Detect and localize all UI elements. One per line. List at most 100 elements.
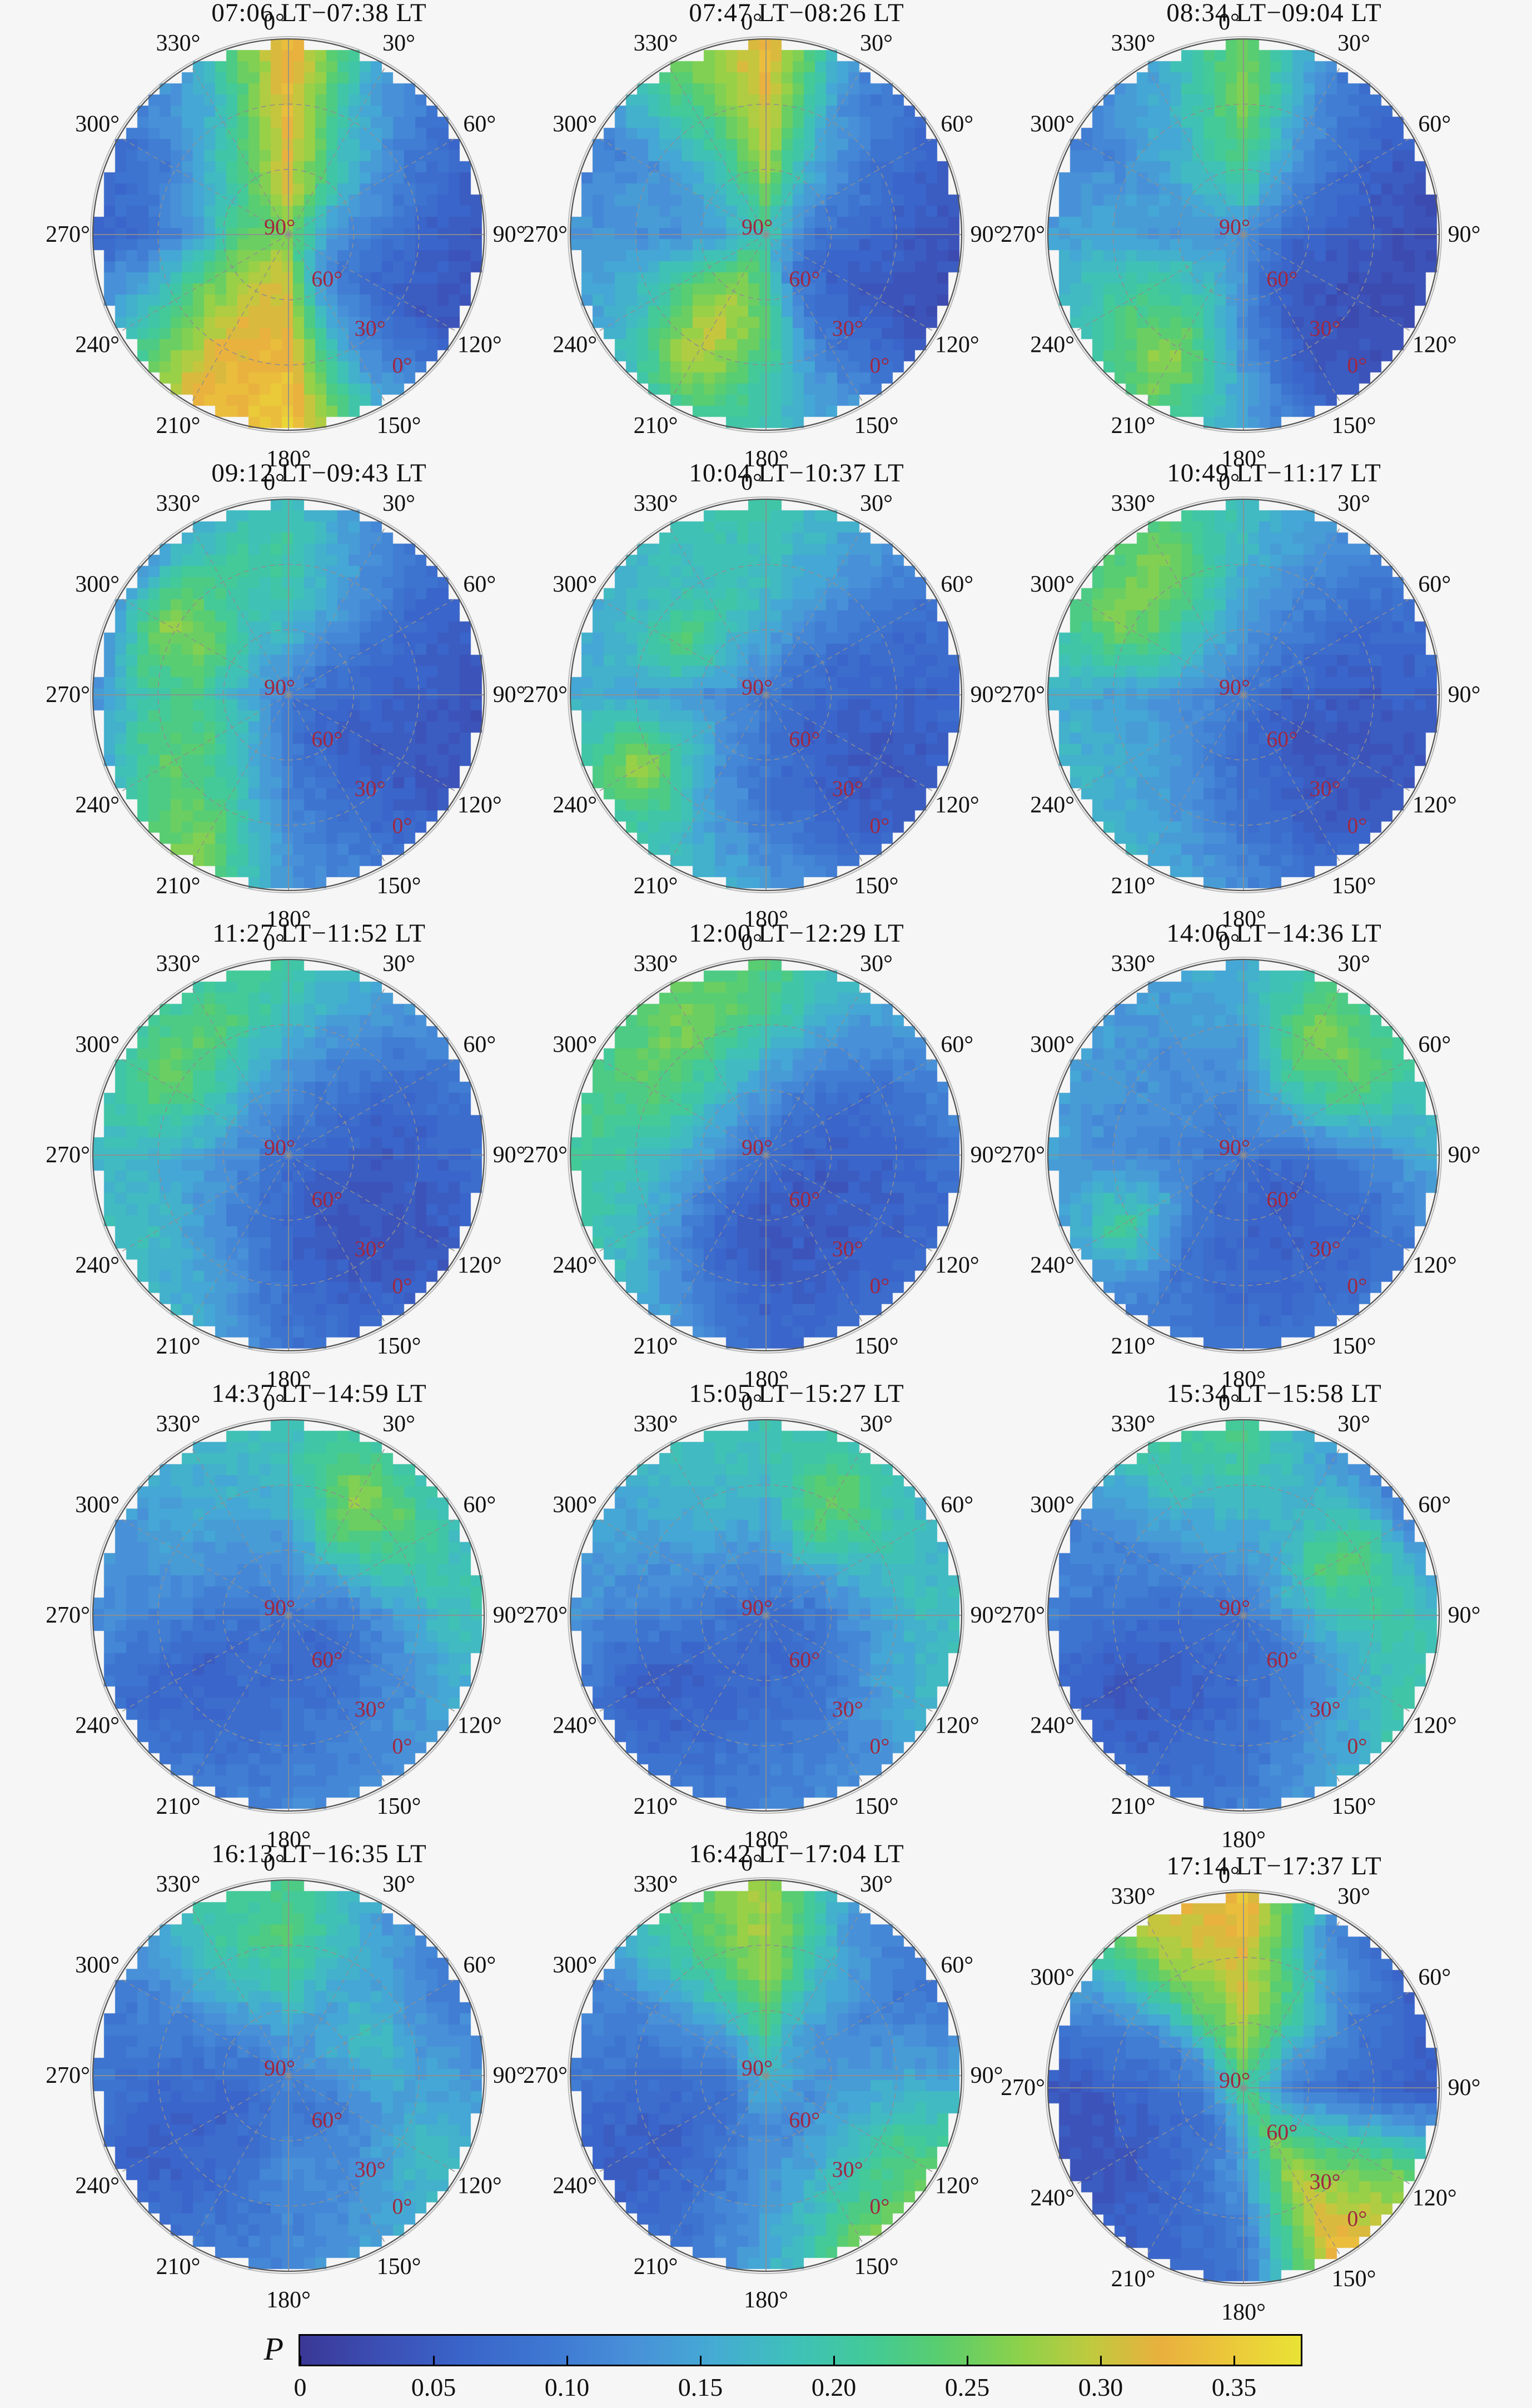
polar-spoke-210 — [1145, 234, 1244, 405]
elevation-ring-30 — [1112, 1957, 1375, 2219]
outer-circle-halo — [90, 1417, 487, 1814]
polar-grid-overlay: 0°30°60°90°120°150°180°210°240°270°300°3… — [46, 9, 525, 472]
azimuth-label-180: 180° — [266, 1827, 311, 1853]
polar-spoke-30 — [288, 64, 387, 235]
elevation-ring-30 — [1112, 103, 1375, 366]
azimuth-label-180: 180° — [266, 907, 311, 932]
azimuth-label-180: 180° — [1221, 1827, 1266, 1853]
polar-spoke-120 — [288, 1615, 459, 1714]
azimuth-label-0: 0° — [741, 1390, 762, 1416]
elevation-ring-30 — [1112, 564, 1375, 826]
plot-title: 09:12 LT−09:43 LT — [211, 459, 427, 487]
azimuth-label-210: 210° — [634, 413, 678, 439]
azimuth-label-210: 210° — [156, 1334, 201, 1359]
azimuth-label-0: 0° — [741, 470, 762, 495]
polar-spoke-240 — [596, 234, 767, 333]
azimuth-label-150: 150° — [1332, 2266, 1376, 2292]
azimuth-label-150: 150° — [377, 2254, 421, 2280]
polar-spoke-330 — [668, 1905, 767, 2076]
azimuth-label-180: 180° — [744, 907, 788, 932]
azimuth-label-300: 300° — [75, 1953, 120, 1978]
colorbar-tick-mark — [1100, 2356, 1102, 2365]
outer-circle — [1047, 1891, 1440, 2285]
elevation-ring-60 — [1177, 629, 1310, 761]
azimuth-label-330: 330° — [156, 1872, 201, 1897]
elevation-ring-30 — [157, 103, 420, 366]
outer-circle — [569, 38, 963, 431]
elevation-label-0: 0° — [392, 1734, 412, 1759]
elevation-label-0: 0° — [1347, 353, 1367, 378]
azimuth-label-120: 120° — [1412, 1713, 1457, 1739]
polar-spoke-300 — [118, 136, 289, 235]
azimuth-label-210: 210° — [634, 873, 678, 899]
elevation-label-0: 0° — [869, 353, 889, 378]
plot-title: 10:49 LT−11:17 LT — [1167, 459, 1381, 487]
polar-spoke-300 — [596, 1977, 767, 2076]
azimuth-label-330: 330° — [1111, 491, 1156, 516]
polar-spoke-60 — [288, 1057, 459, 1156]
azimuth-label-30: 30° — [382, 951, 415, 977]
polar-spoke-210 — [668, 234, 767, 405]
outer-circle-halo — [1045, 496, 1442, 893]
polar-spoke-210 — [668, 694, 767, 865]
outer-circle — [92, 498, 485, 892]
elevation-ring-60 — [222, 2009, 355, 2142]
azimuth-label-210: 210° — [1111, 1794, 1156, 1819]
azimuth-label-180: 180° — [266, 1367, 311, 1392]
polar-spoke-240 — [118, 1615, 289, 1714]
outer-circle-halo — [568, 957, 964, 1354]
azimuth-label-150: 150° — [377, 413, 421, 439]
elevation-ring-60 — [1177, 1089, 1310, 1221]
azimuth-label-30: 30° — [1337, 951, 1370, 977]
azimuth-label-30: 30° — [860, 1411, 893, 1437]
colorbar-tick-mark — [566, 2356, 568, 2365]
polar-grid-overlay: 0°30°60°90°120°150°180°210°240°270°300°3… — [1001, 1863, 1480, 2325]
elevation-ring-60 — [700, 1089, 832, 1221]
elevation-label-30: 30° — [355, 1236, 386, 1261]
azimuth-label-60: 60° — [1418, 1965, 1451, 1991]
azimuth-label-0: 0° — [1218, 1390, 1240, 1416]
polar-spoke-30 — [765, 525, 864, 695]
polar-spoke-60 — [288, 1977, 459, 2076]
polar-spoke-210 — [668, 2075, 767, 2246]
azimuth-label-180: 180° — [744, 1827, 788, 1853]
azimuth-label-240: 240° — [1030, 793, 1075, 818]
polar-spoke-30 — [1243, 64, 1342, 235]
polar-spoke-240 — [1073, 2087, 1244, 2186]
polar-spoke-240 — [596, 1615, 767, 1714]
outer-circle-halo — [90, 957, 487, 1354]
polar-spoke-60 — [1243, 1057, 1414, 1156]
polar-spoke-60 — [765, 1517, 936, 1616]
azimuth-label-0: 0° — [263, 470, 285, 495]
azimuth-label-90: 90° — [493, 1603, 526, 1628]
colorbar-tick-label: 0 — [294, 2373, 307, 2401]
azimuth-label-60: 60° — [1418, 1492, 1451, 1518]
outer-circle-halo — [1045, 1889, 1442, 2286]
outer-circle-halo — [568, 1417, 964, 1814]
elevation-label-90: 90° — [742, 2056, 773, 2081]
polar-spoke-60 — [765, 1057, 936, 1156]
polar-spoke-30 — [765, 1905, 864, 2076]
azimuth-label-210: 210° — [156, 413, 201, 439]
polar-spoke-60 — [1243, 1517, 1414, 1616]
polar-spoke-300 — [596, 1057, 767, 1156]
azimuth-label-90: 90° — [493, 1142, 526, 1168]
elevation-label-30: 30° — [1310, 1236, 1341, 1261]
polar-spoke-240 — [1073, 1155, 1244, 1253]
elevation-label-90: 90° — [264, 1135, 295, 1160]
azimuth-label-120: 120° — [457, 2173, 502, 2199]
azimuth-label-90: 90° — [493, 2063, 526, 2088]
azimuth-label-210: 210° — [156, 1794, 201, 1819]
polar-grid-overlay: 0°30°60°90°120°150°180°210°240°270°300°3… — [523, 1390, 1003, 1853]
elevation-label-30: 30° — [1310, 776, 1341, 801]
elevation-label-30: 30° — [355, 776, 386, 801]
azimuth-label-120: 120° — [1412, 332, 1457, 358]
polar-spoke-210 — [668, 1615, 767, 1785]
azimuth-label-270: 270° — [1001, 682, 1045, 708]
elevation-label-0: 0° — [392, 1273, 412, 1298]
azimuth-label-120: 120° — [457, 332, 502, 358]
outer-circle-halo — [568, 36, 964, 433]
elevation-label-30: 30° — [832, 776, 863, 801]
polar-grid-overlay: 0°30°60°90°120°150°180°210°240°270°300°3… — [1001, 9, 1480, 472]
polar-spoke-300 — [1073, 596, 1244, 695]
